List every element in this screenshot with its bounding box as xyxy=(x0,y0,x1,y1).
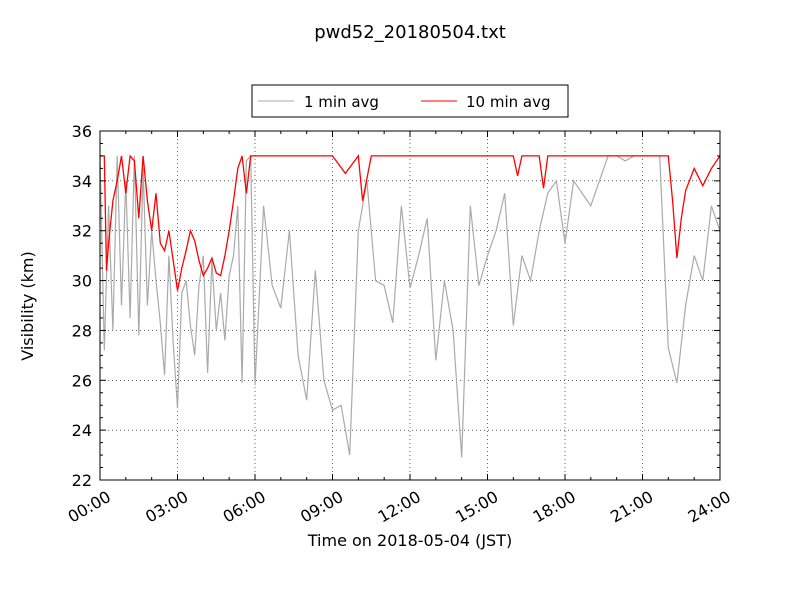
x-tick-label: 09:00 xyxy=(297,487,346,527)
x-tick-labels: 00:00 03:00 06:00 09:00 12:00 15:00 18:00 21:00… xyxy=(65,487,734,527)
legend: 1 min avg 10 min avg xyxy=(251,84,569,118)
chart-title: pwd52_20180504.txt xyxy=(314,22,506,43)
axis-ticks xyxy=(99,130,721,481)
y-tick-label: 24 xyxy=(72,421,92,440)
grid-lines xyxy=(100,131,720,480)
x-tick-label: 24:00 xyxy=(685,487,734,527)
y-tick-labels: 22 24 26 28 30 32 34 36 xyxy=(72,122,92,490)
series-10min xyxy=(100,154,721,291)
y-axis-label: Visibility (km) xyxy=(18,251,37,360)
y-tick-label: 30 xyxy=(72,272,92,291)
y-tick-label: 22 xyxy=(72,471,92,490)
y-tick-label: 36 xyxy=(72,122,92,141)
x-tick-label: 18:00 xyxy=(530,487,579,527)
x-tick-label: 06:00 xyxy=(220,487,269,527)
series-1min xyxy=(99,154,721,458)
y-tick-label: 26 xyxy=(72,371,92,390)
x-tick-label: 15:00 xyxy=(452,487,501,527)
x-tick-label: 00:00 xyxy=(65,487,114,527)
x-axis-label: Time on 2018-05-04 (JST) xyxy=(307,531,512,550)
series-line-1min xyxy=(99,154,721,458)
x-tick-label: 21:00 xyxy=(607,487,656,527)
legend-label-10min: 10 min avg xyxy=(466,93,551,111)
legend-box xyxy=(251,84,569,118)
x-tick-label: 03:00 xyxy=(142,487,191,527)
legend-label-1min: 1 min avg xyxy=(304,93,379,111)
x-tick-label: 12:00 xyxy=(375,487,424,527)
y-tick-label: 32 xyxy=(72,222,92,241)
series-line-10min xyxy=(100,154,721,291)
y-tick-label: 28 xyxy=(72,321,92,340)
y-tick-label: 34 xyxy=(72,172,92,191)
